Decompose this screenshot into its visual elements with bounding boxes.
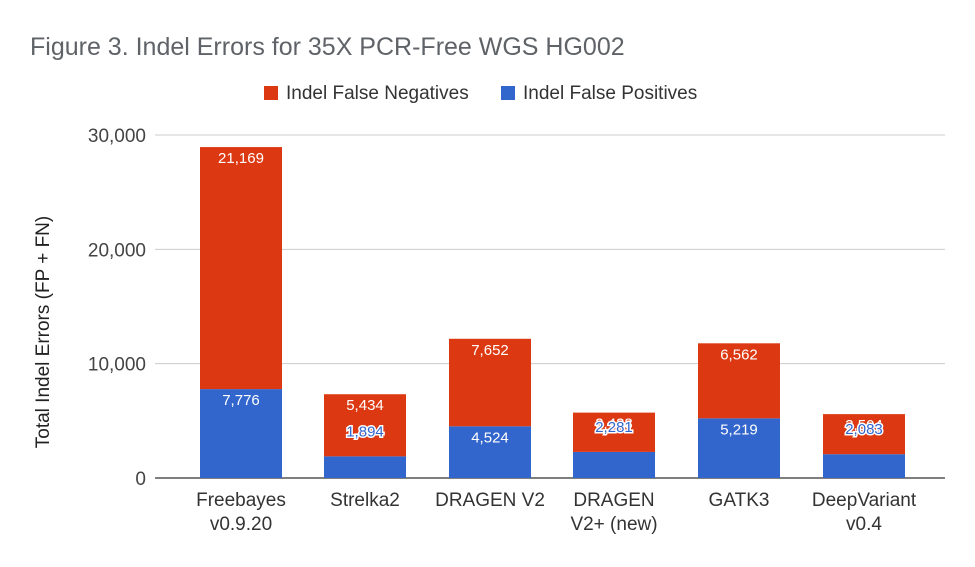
bar-false-negatives [823, 414, 905, 455]
y-tick-label: 0 [135, 469, 146, 490]
category-label: DeepVariant [812, 490, 917, 511]
y-axis-title: Total Indel Errors (FP + FN) [33, 216, 54, 448]
legend-swatch [501, 86, 515, 100]
category-label: GATK3 [709, 490, 770, 511]
category-labels: Freebayes v0.9.20 Strelka2 DRAGEN V2 DRAGEN V… [196, 490, 917, 535]
bar-false-negatives [449, 338, 531, 427]
category-label: Strelka2 [330, 490, 400, 511]
bar-false-positives [449, 426, 531, 478]
bar-false-negatives [324, 394, 406, 457]
bar-false-negatives [200, 147, 282, 390]
data-label-false-negatives: 7,652 [471, 342, 509, 359]
data-label-false-positives: 7,776 [222, 392, 260, 409]
data-label-false-positives: 1,894 [346, 423, 384, 440]
data-label-false-positives: 2,083 [845, 421, 883, 438]
data-label-false-negatives: 3,504 [845, 417, 883, 434]
bar-false-negatives [573, 412, 655, 452]
bar-false-positives [324, 456, 406, 478]
y-tick-label: 10,000 [88, 355, 146, 376]
data-label-false-negatives: 3,438 [595, 416, 633, 433]
y-tick-label: 30,000 [88, 126, 146, 147]
category-label: V2+ (new) [570, 514, 657, 535]
category-label: Freebayes [196, 490, 286, 511]
data-label-false-negatives: 21,169 [218, 150, 264, 167]
chart-title: Figure 3. Indel Errors for 35X PCR-Free … [30, 33, 625, 61]
data-label-false-positives: 5,219 [720, 421, 758, 438]
legend-label: Indel False Positives [523, 83, 697, 104]
legend-label: Indel False Negatives [286, 83, 469, 104]
category-label: v0.9.20 [210, 514, 272, 535]
data-label-false-positives: 4,524 [471, 429, 509, 446]
legend: Indel False Negatives Indel False Positiv… [264, 83, 697, 104]
bar-false-positives [698, 418, 780, 478]
bar-false-positives [200, 389, 282, 478]
bars [200, 147, 905, 478]
y-axis-ticks: 0 10,000 20,000 30,000 [88, 126, 146, 490]
bar-false-positives [823, 454, 905, 478]
data-labels: 21,169 7,776 5,434 1,894 7,652 4,524 3,4382,28… [218, 150, 884, 446]
category-label: DRAGEN [573, 490, 654, 511]
data-label-false-negatives: 5,434 [346, 397, 384, 414]
bar-false-negatives [698, 343, 780, 419]
category-label: v0.4 [846, 514, 882, 535]
category-label: DRAGEN V2 [435, 490, 545, 511]
bar-false-positives [573, 451, 655, 478]
data-label-false-negatives: 6,562 [720, 346, 758, 363]
gridlines [155, 134, 945, 479]
y-tick-label: 20,000 [88, 240, 146, 261]
legend-swatch [264, 86, 278, 100]
data-label-false-positives: 2,281 [595, 419, 633, 436]
